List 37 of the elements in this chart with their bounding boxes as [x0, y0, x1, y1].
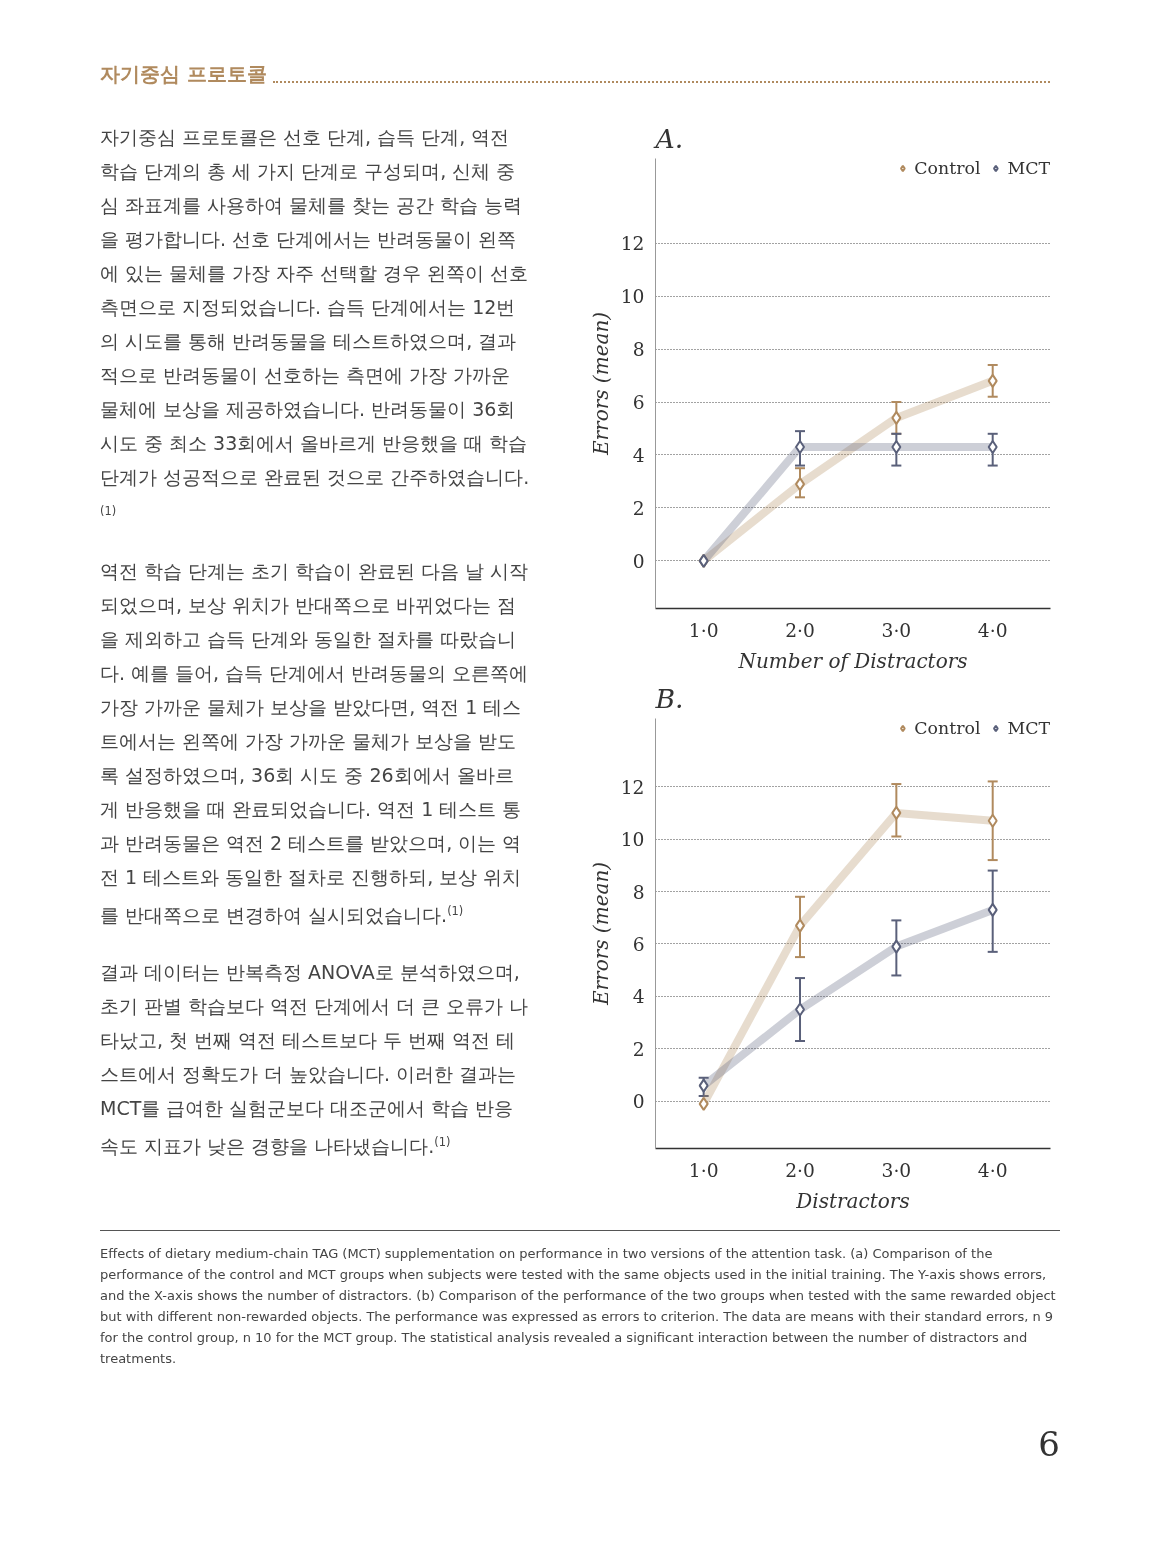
- y-tick-label: 0: [632, 550, 645, 572]
- x-axis-title: Distractors: [795, 1188, 910, 1213]
- text: 6: [1037, 1423, 1060, 1466]
- legend-label: MCT: [1007, 158, 1050, 178]
- y-tick-label: 8: [632, 881, 645, 903]
- x-axis-title: Number of Distractors: [737, 648, 968, 673]
- legend-label: Control: [914, 718, 981, 738]
- y-tick-label: 6: [632, 933, 645, 955]
- x-tick-label: 3·0: [881, 1159, 912, 1181]
- text: Effects of dietary medium-chain TAG (MCT) supplementation on performance in two versions of the attention task. (a) Comparison of the performance of the control and MCT groups when subjects were tested with the same objects used in the initial training. The Y-axis shows errors, and the X-axis shows the number of distractors. (b) Comparison of the performance of the two groups when tested with the same rewarded object but with different non-rewarded objects. The performance was expressed as errors to criterion. The data are means with their standard errors, n 9 for the control group, n 10 for the MCT group. The statistical analysis revealed a significant interaction between the number of distractors and treatments.: [100, 1230, 1060, 1369]
- x-tick-label: 2·0: [785, 619, 815, 641]
- x-tick-label: 4·0: [977, 1159, 1008, 1181]
- y-axis-title: Errors (mean): [588, 311, 613, 457]
- text: 결과 데이터는 반복측정 ANOVA로 분석하였으며, 초기 판별 학습보다 역전 단계에서 더 큰 오류가 나타났고, 첫 번째 역전 테스트보다 두 번째 역전 테스트에서 정확도가 더 높았습니다. 이러한 결과는 MCT를 급여한 실험군보다 대조군에서 학습 반응 속도 지표가 낮은 경향을 나타냈습니다.$^{(1)}$: [100, 959, 530, 1159]
- y-tick-label: 8: [632, 339, 645, 361]
- x-tick-label: 1·0: [688, 1159, 719, 1181]
- x-tick-label: 1·0: [688, 619, 719, 641]
- y-tick-label: 0: [632, 1091, 645, 1113]
- y-tick-label: 2: [632, 497, 645, 519]
- y-tick-label: 6: [632, 392, 645, 414]
- y-tick-label: 4: [632, 986, 645, 1008]
- text: 자기중심 프로토콜: [100, 61, 267, 88]
- text: 역전 학습 단계는 초기 학습이 완료된 다음 날 시작되었으며, 보상 위치가 반대쪽으로 바뀌었다는 점을 제외하고 습득 단계와 동일한 절차를 따랐습니다. 예를 들어, 습득 단계에서 반려동물의 오른쪽에 가장 가까운 물체가 보상을 받았다면, 역전 1 테스트에서는 왼쪽에 가장 가까운 물체가 보상을 받도록 설정하였으며, 36회 시도 중 26회에서 올바르게 반응했을 때 완료되었습니다. 역전 1 테스트 통과 반려동물은 역전 2 테스트를 받았으며, 이는 역전 1 테스트와 동일한 절차로 진행하되, 보상 위치를 반대쪽으로 변경하여 실시되었습니다.$^{(1)}$: [100, 560, 529, 927]
- x-tick-label: 4·0: [977, 619, 1008, 641]
- legend-label: MCT: [1007, 718, 1050, 738]
- y-tick-label: 10: [620, 829, 645, 851]
- x-tick-label: 2·0: [785, 1159, 815, 1181]
- y-tick-label: 2: [632, 1038, 645, 1060]
- y-tick-label: 10: [620, 286, 645, 308]
- chart-title: A.: [652, 122, 684, 154]
- chart-title: B.: [654, 682, 684, 714]
- y-tick-label: 12: [620, 233, 645, 255]
- legend-label: Control: [914, 158, 981, 178]
- y-axis-title: Errors (mean): [588, 861, 613, 1007]
- x-tick-label: 3·0: [881, 619, 912, 641]
- y-tick-label: 4: [632, 444, 645, 466]
- y-tick-label: 12: [620, 776, 645, 798]
